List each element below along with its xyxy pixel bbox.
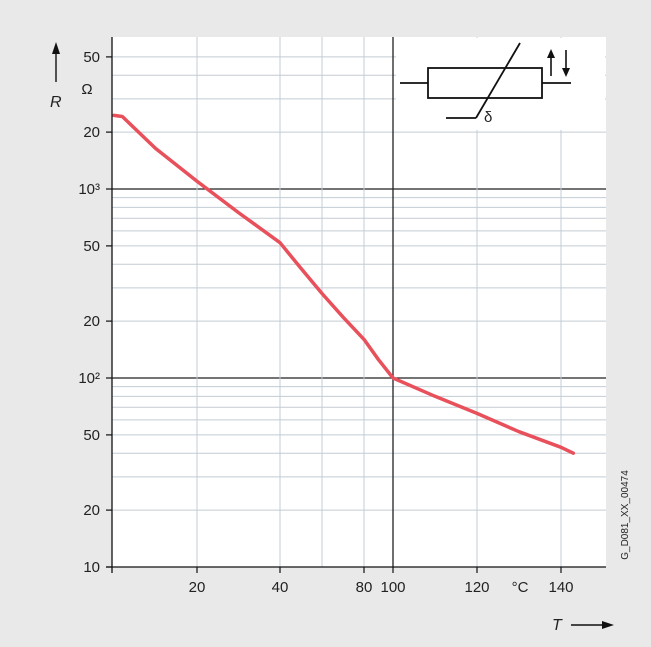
y-tick-label: 10³ — [78, 181, 100, 198]
arrow-down-icon — [562, 50, 570, 77]
series-line — [112, 113, 576, 455]
x-tick-label: 140 — [548, 579, 573, 596]
thermistor-symbol: δ — [396, 38, 605, 130]
grid — [112, 37, 606, 568]
inset-label: δ — [484, 109, 492, 126]
y-tick-label: 20 — [83, 502, 100, 519]
x-tick-label: 20 — [189, 579, 206, 596]
x-tick-labels: 20 40 80 100 120 140 — [189, 567, 574, 596]
axes — [106, 37, 606, 573]
y-tick-label: 10 — [83, 559, 100, 576]
x-tick-label: 100 — [380, 579, 405, 596]
y-tick-label: 10² — [78, 370, 100, 387]
y-axis-label: R — [50, 94, 62, 111]
y-tick-label: 50 — [83, 427, 100, 444]
x-tick-label: 40 — [272, 579, 289, 596]
y-tick-label: 20 — [83, 313, 100, 330]
y-axis-title: R Ω — [50, 42, 93, 111]
arrow-up-icon — [547, 49, 555, 76]
arrow-right-icon — [571, 621, 614, 629]
x-tick-label: 120 — [464, 579, 489, 596]
y-tick-label: 50 — [83, 49, 100, 66]
arrow-up-icon — [52, 42, 60, 82]
y-tick-labels: 10 20 50 10² 20 50 10³ 20 50 — [78, 49, 112, 576]
y-axis-unit: Ω — [81, 81, 92, 98]
x-axis-unit: °C — [512, 579, 529, 596]
y-tick-label: 50 — [83, 238, 100, 255]
x-axis-label: T — [552, 617, 563, 634]
figure-code: G_D081_XX_00474 — [620, 470, 631, 560]
y-tick-label: 20 — [83, 124, 100, 141]
x-axis-title: T °C — [512, 579, 614, 634]
curve-layer — [112, 113, 576, 455]
x-tick-label: 80 — [356, 579, 373, 596]
